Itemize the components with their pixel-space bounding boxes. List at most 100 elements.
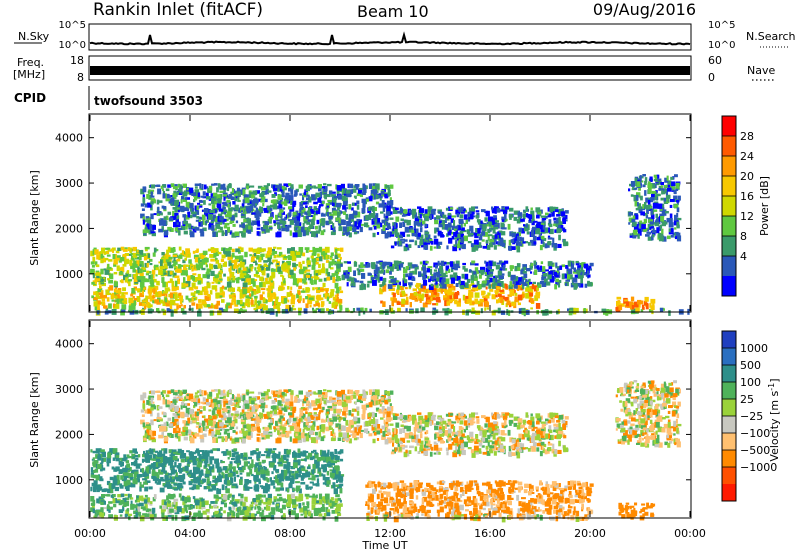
data-cell bbox=[615, 306, 621, 312]
data-cell bbox=[657, 178, 662, 182]
data-cell bbox=[169, 456, 173, 463]
data-cell bbox=[570, 283, 576, 288]
data-cell bbox=[524, 283, 528, 286]
data-cell bbox=[134, 256, 138, 260]
data-cell bbox=[265, 514, 270, 519]
data-cell bbox=[101, 467, 106, 471]
data-cell bbox=[242, 282, 248, 288]
data-cell bbox=[162, 193, 166, 199]
data-cell bbox=[453, 228, 456, 232]
data-cell bbox=[387, 223, 391, 227]
colorbar-tick-label: 28 bbox=[740, 130, 754, 143]
data-cell bbox=[291, 273, 296, 279]
data-cell bbox=[155, 274, 158, 277]
data-cell bbox=[647, 199, 651, 205]
data-cell bbox=[674, 174, 678, 178]
data-cell bbox=[433, 291, 437, 295]
data-cell bbox=[440, 234, 444, 238]
data-cell bbox=[219, 270, 223, 274]
data-cell bbox=[375, 277, 378, 281]
data-cell bbox=[270, 268, 276, 272]
data-cell bbox=[489, 242, 494, 248]
data-cell bbox=[175, 472, 178, 478]
data-cell bbox=[106, 266, 110, 272]
data-cell bbox=[460, 237, 465, 243]
data-cell bbox=[136, 249, 140, 256]
data-cell bbox=[210, 247, 215, 250]
data-cell bbox=[320, 230, 325, 236]
data-cell bbox=[231, 232, 237, 238]
data-cell bbox=[224, 214, 230, 218]
data-cell bbox=[220, 258, 225, 262]
data-cell bbox=[176, 305, 179, 310]
data-cell bbox=[497, 231, 500, 237]
data-cell bbox=[606, 309, 609, 314]
data-cell bbox=[109, 273, 114, 280]
data-cell bbox=[559, 265, 563, 270]
data-cell bbox=[115, 452, 120, 456]
data-cell bbox=[93, 247, 97, 251]
data-cell bbox=[178, 192, 183, 195]
data-cell bbox=[387, 190, 391, 194]
data-cell bbox=[274, 301, 277, 307]
data-cell bbox=[228, 267, 232, 272]
data-cell bbox=[159, 505, 162, 509]
data-cell bbox=[211, 467, 215, 473]
data-cell bbox=[225, 248, 230, 251]
y-tick-label: 4000 bbox=[55, 132, 83, 145]
data-cell bbox=[555, 209, 559, 213]
data-cell bbox=[425, 261, 429, 264]
data-cell bbox=[248, 247, 253, 252]
data-cell bbox=[253, 274, 258, 277]
data-cell bbox=[198, 216, 202, 220]
data-cell bbox=[238, 467, 243, 471]
data-cell bbox=[358, 219, 363, 222]
data-cell bbox=[235, 451, 239, 455]
data-cell bbox=[226, 211, 232, 218]
data-cell bbox=[504, 213, 507, 220]
data-cell bbox=[291, 294, 296, 300]
data-cell bbox=[412, 288, 417, 292]
data-cell bbox=[189, 487, 194, 490]
data-cell bbox=[518, 308, 522, 314]
data-cell bbox=[198, 484, 202, 487]
data-cell bbox=[179, 488, 183, 491]
data-cell bbox=[239, 261, 245, 268]
data-cell bbox=[290, 286, 293, 290]
data-cell bbox=[583, 263, 589, 269]
data-cell bbox=[253, 464, 256, 468]
data-cell bbox=[382, 206, 386, 212]
data-cell bbox=[334, 476, 340, 479]
data-cell bbox=[310, 185, 314, 189]
data-cell bbox=[441, 224, 446, 230]
data-cell bbox=[541, 238, 547, 242]
data-cell bbox=[328, 218, 332, 224]
data-cell bbox=[263, 267, 268, 271]
data-cell bbox=[209, 263, 213, 270]
data-cell bbox=[256, 266, 261, 270]
data-cell bbox=[198, 257, 201, 264]
data-cell bbox=[316, 219, 320, 225]
colorbar-segment bbox=[722, 196, 736, 217]
data-cell bbox=[312, 455, 315, 460]
data-cell bbox=[551, 275, 555, 282]
data-cell bbox=[493, 224, 499, 227]
data-cell bbox=[280, 187, 285, 194]
data-cell bbox=[236, 474, 240, 478]
data-cell bbox=[502, 283, 505, 288]
data-cell bbox=[496, 287, 500, 290]
data-cell bbox=[218, 307, 223, 313]
data-cell bbox=[645, 303, 649, 310]
data-cell bbox=[472, 301, 475, 305]
data-cell bbox=[122, 266, 125, 273]
data-cell bbox=[164, 281, 168, 288]
data-cell bbox=[313, 206, 317, 210]
data-cell bbox=[142, 229, 147, 234]
data-cell bbox=[115, 454, 120, 458]
data-cell bbox=[262, 202, 265, 207]
data-cell bbox=[119, 514, 123, 517]
data-cell bbox=[206, 470, 210, 474]
data-cell bbox=[333, 202, 337, 208]
data-cell bbox=[487, 236, 490, 241]
data-cell bbox=[514, 296, 518, 303]
